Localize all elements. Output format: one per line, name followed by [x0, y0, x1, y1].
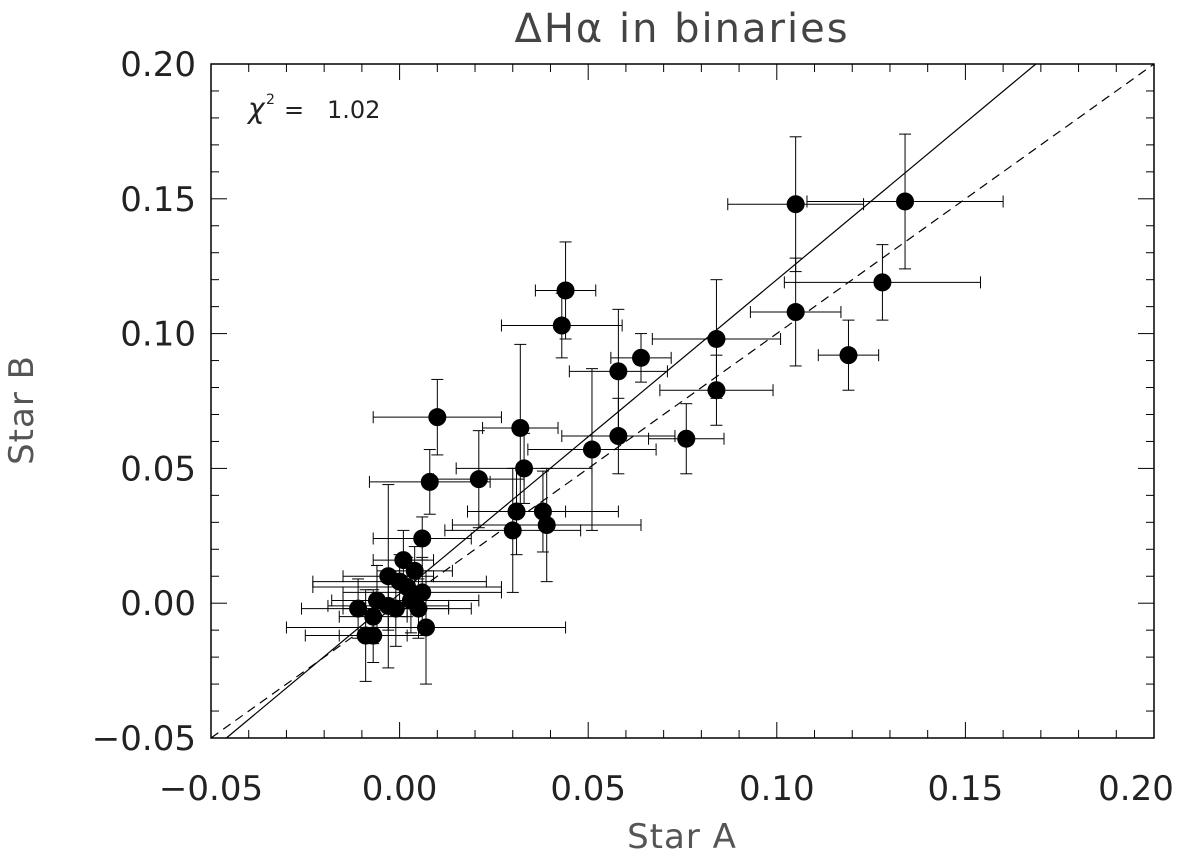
data-point — [394, 551, 413, 570]
data-point — [839, 346, 858, 365]
data-point — [609, 362, 628, 381]
data-point — [469, 470, 488, 489]
chi-symbol: χ — [246, 92, 266, 125]
chi-exponent: 2 — [266, 92, 275, 108]
x-tick-label: 0.05 — [550, 769, 626, 809]
data-point — [428, 408, 447, 427]
y-tick-label: 0.00 — [120, 584, 196, 624]
x-tick-label: 0.20 — [1098, 769, 1174, 809]
data-point — [786, 195, 805, 214]
data-point — [533, 502, 552, 521]
data-point — [405, 561, 424, 580]
data-point — [582, 440, 601, 459]
y-axis-label: Star B — [2, 355, 42, 465]
x-axis-label: Star A — [627, 817, 737, 855]
data-point — [413, 529, 432, 548]
axis-ticks — [210, 63, 1155, 739]
data-point — [507, 502, 526, 521]
data-point — [707, 329, 726, 348]
data-point — [386, 599, 405, 618]
data-point — [556, 281, 575, 300]
data-point — [409, 599, 428, 618]
data-point — [873, 273, 892, 292]
x-tick-label: 0.15 — [928, 769, 1004, 809]
data-points — [349, 192, 915, 645]
dashed-fit-line — [210, 63, 1155, 739]
y-tick-label: −0.05 — [92, 719, 196, 759]
data-point — [503, 521, 522, 540]
x-tick-label: −0.05 — [159, 769, 263, 809]
data-point — [511, 418, 530, 437]
x-tick-label: 0.00 — [362, 769, 438, 809]
data-point — [515, 459, 534, 478]
data-point — [364, 626, 383, 645]
data-point — [707, 381, 726, 400]
x-tick-label: 0.10 — [739, 769, 815, 809]
x-tick-labels: −0.05 0.00 0.05 0.10 0.15 0.20 — [159, 769, 1174, 809]
data-point — [552, 316, 571, 335]
chart-title: ΔHα in binaries — [514, 6, 849, 52]
data-point — [677, 429, 696, 448]
y-tick-label: 0.15 — [120, 180, 196, 220]
data-point — [417, 618, 436, 637]
plot-frame — [210, 63, 1155, 739]
chi-square-value: = 1.02 — [284, 96, 380, 124]
data-point — [349, 599, 368, 618]
y-tick-label: 0.20 — [120, 45, 196, 85]
y-tick-labels: −0.05 0.00 0.05 0.10 0.15 0.20 — [92, 45, 196, 759]
data-point — [398, 578, 417, 597]
solid-fit-line — [225, 63, 1037, 739]
y-tick-label: 0.10 — [120, 315, 196, 355]
y-tick-label: 0.05 — [120, 449, 196, 489]
chi-square-annotation: χ 2 = 1.02 — [246, 92, 380, 125]
data-point — [632, 348, 651, 367]
data-point — [896, 192, 915, 211]
data-point — [537, 516, 556, 535]
reference-lines — [210, 63, 1155, 739]
data-point — [609, 427, 628, 446]
data-point — [364, 607, 383, 626]
data-point — [420, 472, 439, 491]
data-point — [786, 303, 805, 322]
